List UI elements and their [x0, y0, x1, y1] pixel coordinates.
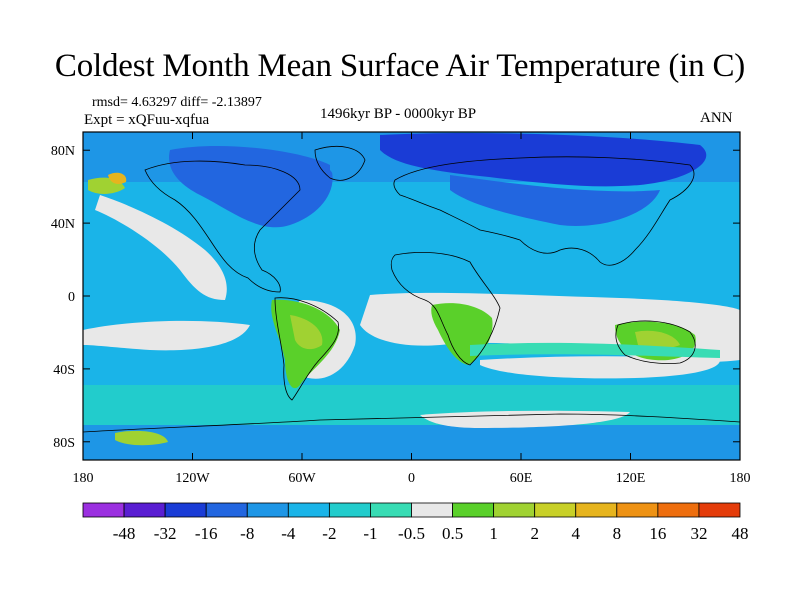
colorbar-label: 48: [732, 524, 749, 543]
plot-title: Coldest Month Mean Surface Air Temperatu…: [54, 48, 746, 84]
coastlines: [83, 146, 740, 433]
colorbar-swatch: [164, 502, 207, 518]
lon-tick-label: 120W: [175, 471, 210, 486]
north-america-cold-region: [169, 145, 333, 228]
coastline-eurasia: [393, 156, 695, 266]
colorbar-swatch: [370, 502, 412, 518]
longitude-axis: 180 120W 60W 0 60E 120E 180: [73, 132, 751, 486]
colorbar-swatch: [616, 502, 659, 518]
pacific-near-zero-arc: [95, 195, 227, 300]
lon-tick-label: 120E: [616, 471, 646, 486]
colorbar-labels: -48 -32 -16 -8 -4 -2 -1 -0.5 0.5 1 2 4 8 16 32 48: [113, 524, 749, 543]
colorbar-label: -32: [154, 524, 177, 543]
colorbar-label: -1: [363, 524, 377, 543]
lon-tick-label: 60W: [288, 471, 316, 486]
colorbar-label: 8: [613, 524, 622, 543]
southern-ocean-band: [83, 385, 740, 425]
colorbar-label: 16: [649, 524, 666, 543]
colorbar-label: 32: [690, 524, 707, 543]
stats-line: rmsd= 4.63297 diff= -2.13897: [92, 95, 262, 110]
lat-tick-label: 80S: [53, 436, 75, 451]
lat-tick-label: 40N: [51, 217, 75, 232]
period-label: 1496kyr BP - 0000kyr BP: [320, 106, 477, 122]
colorbar-swatch: [123, 502, 166, 518]
colorbar-label: -8: [240, 524, 254, 543]
lat-tick-label: 40S: [53, 363, 75, 378]
coastline-australia: [615, 320, 696, 364]
colorbar-swatch: [82, 502, 125, 518]
colorbar-swatch: [657, 502, 700, 518]
experiment-label: Expt = xQFuu-xqfua: [84, 112, 210, 128]
south-america-warmer: [290, 315, 323, 350]
colorbar-swatch: [698, 502, 741, 518]
coastline-south-america: [274, 297, 339, 401]
colorbar-swatch: [493, 502, 536, 518]
colorbar-label: -4: [281, 524, 296, 543]
antarctic-coast-near-zero: [420, 410, 630, 428]
colorbar-swatch: [205, 502, 248, 518]
lon-tick-label: 180: [73, 471, 94, 486]
australia-warmer: [635, 330, 680, 349]
colorbar-swatch: [452, 502, 495, 518]
lat-tick-label: 0: [68, 290, 75, 305]
south-pacific-near-zero-band: [83, 320, 250, 351]
colorbar-swatch: [575, 502, 618, 518]
indian-cool-band: [470, 342, 720, 358]
eurasia-cold-region: [380, 133, 707, 187]
coastline-antarctica: [83, 413, 740, 433]
coastline-greenland: [314, 146, 366, 181]
coastline-north-america: [144, 160, 301, 293]
colorbar-label: -0.5: [398, 524, 425, 543]
lat-tick-label: 80N: [51, 144, 75, 159]
colorbar: [82, 502, 741, 518]
colorbar-label: 4: [572, 524, 581, 543]
colorbar-label: 2: [530, 524, 539, 543]
colorbar-label: 0.5: [442, 524, 463, 543]
colorbar-swatch: [287, 502, 330, 518]
colorbar-swatch: [411, 502, 453, 518]
colorbar-swatch: [246, 502, 289, 518]
antarctic-warm-patch: [115, 430, 168, 446]
colorbar-swatch: [328, 502, 371, 518]
map-area: [83, 132, 740, 460]
lon-tick-label: 0: [408, 471, 415, 486]
asia-cool-region: [450, 175, 660, 226]
greenland-cold-region: [330, 143, 376, 182]
latitude-axis: 80N 40N 0 40S 80S: [51, 144, 740, 451]
coastline-africa: [390, 251, 501, 366]
colorbar-label: -16: [195, 524, 218, 543]
lon-tick-label: 180: [730, 471, 751, 486]
indian-near-zero-band: [480, 356, 720, 379]
season-label: ANN: [700, 110, 733, 126]
colorbar-label: 1: [489, 524, 498, 543]
colorbar-label: -48: [113, 524, 136, 543]
lon-tick-label: 60E: [510, 471, 533, 486]
colorbar-label: -2: [322, 524, 336, 543]
colorbar-swatch: [534, 502, 577, 518]
alaska-warm-patch: [108, 172, 127, 184]
